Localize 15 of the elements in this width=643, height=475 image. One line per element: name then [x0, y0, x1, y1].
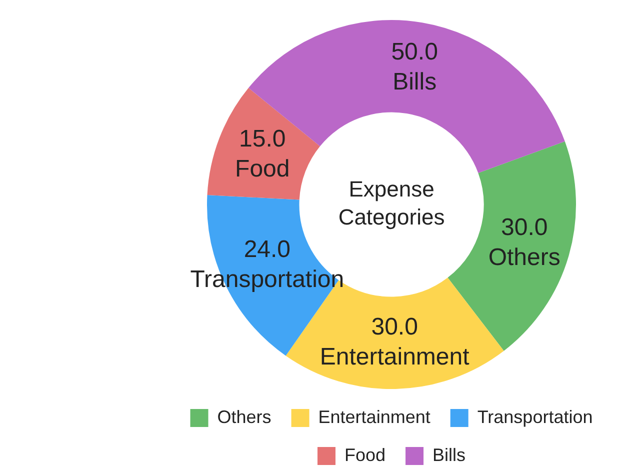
legend-label: Bills [432, 444, 466, 465]
legend-label: Food [344, 444, 386, 465]
text: Expense Categories [338, 176, 445, 230]
slice-label: Others [488, 244, 560, 271]
data-label: 30.0 [500, 214, 548, 241]
data-label: 15.0 [239, 125, 286, 152]
slice-label: Bills [392, 68, 437, 96]
legend-label: Entertainment [318, 406, 430, 427]
slice-label: Food [235, 155, 290, 182]
slice-label: Entertainment [320, 343, 470, 370]
legend-label: Transportation [477, 406, 593, 427]
data-label: 50.0 [391, 38, 438, 66]
data-label: 24.0 [244, 236, 291, 263]
legend-label: Others [217, 406, 272, 427]
data-label: 30.0 [371, 313, 418, 340]
